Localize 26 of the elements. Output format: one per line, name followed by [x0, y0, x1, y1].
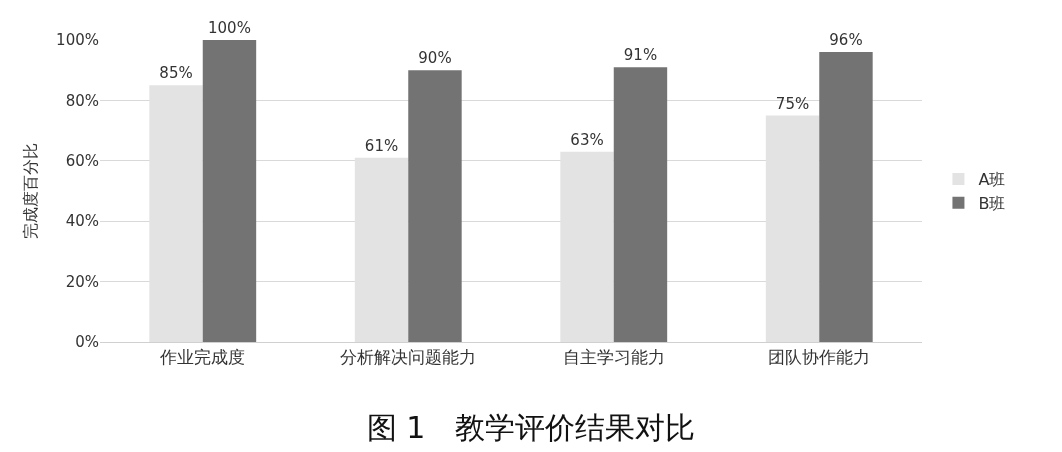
data-label: 75%	[775, 94, 810, 113]
y-tick-label: 20%	[65, 272, 99, 291]
data-label: 100%	[208, 19, 251, 37]
data-label: 61%	[364, 136, 399, 155]
text: 图 1 教学评价结果对比	[366, 410, 696, 446]
y-axis-title: 完成度百分比	[21, 143, 41, 239]
bar	[202, 40, 257, 342]
data-label: 91%	[623, 46, 658, 65]
legend-label: B班	[978, 193, 1006, 213]
data-label: 85%	[159, 64, 193, 83]
bar	[613, 67, 668, 342]
x-tick-label: 作业完成度	[159, 347, 246, 368]
y-tick-label: 40%	[65, 212, 99, 231]
x-tick-label: 团队协作能力	[768, 347, 871, 368]
data-label: 63%	[570, 130, 604, 149]
y-tick-label: 60%	[65, 152, 99, 171]
data-label: 96%	[829, 31, 863, 50]
y-tick-label: 0%	[75, 333, 99, 352]
legend-label: A班	[978, 170, 1006, 190]
y-tick-label: 80%	[65, 91, 99, 110]
data-label: 90%	[418, 49, 452, 68]
y-tick-label: 100%	[56, 31, 99, 50]
bar	[819, 52, 873, 342]
bar	[408, 70, 462, 342]
x-tick-label: 自主学习能力	[562, 347, 665, 368]
x-tick-label: 分析解决问题能力	[340, 347, 477, 368]
